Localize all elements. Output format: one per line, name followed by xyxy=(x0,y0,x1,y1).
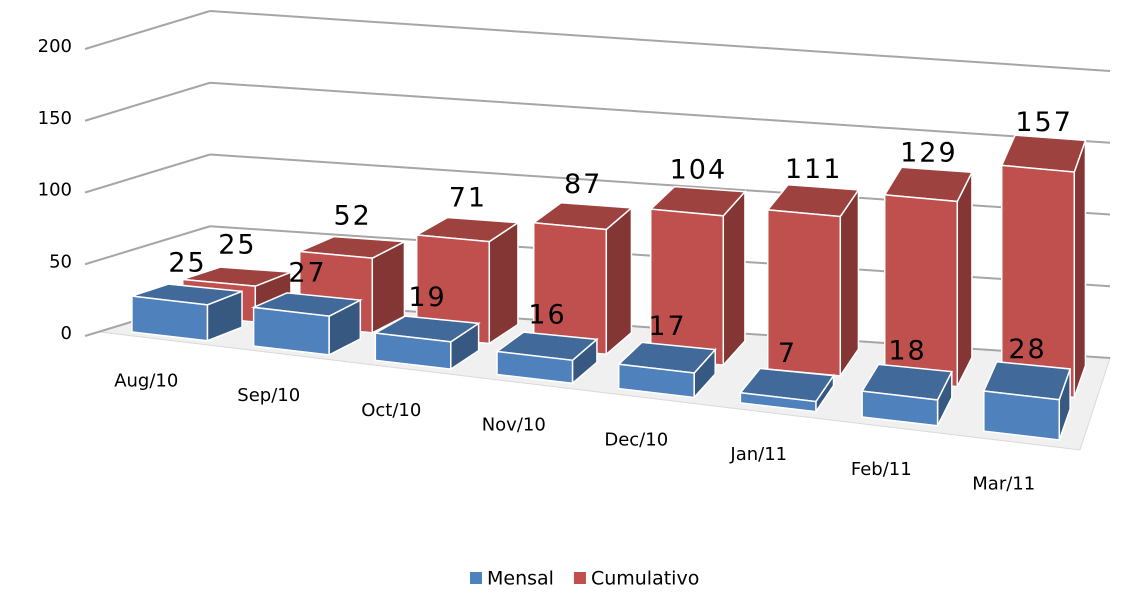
x-tick-label: Sep/10 xyxy=(237,385,300,406)
value-label: 16 xyxy=(528,299,566,330)
bar-front xyxy=(617,363,695,399)
value-label: 25 xyxy=(168,248,206,279)
grid-line xyxy=(209,10,1111,72)
legend-label: Cumulativo xyxy=(591,568,699,590)
value-label: 19 xyxy=(408,282,446,313)
y-tick-label: 50 xyxy=(49,251,72,272)
bar xyxy=(649,185,747,368)
bar-front xyxy=(983,390,1061,441)
bar-front xyxy=(861,390,939,427)
value-label: 157 xyxy=(1015,107,1073,138)
value-label: 25 xyxy=(218,230,256,261)
grid-line xyxy=(84,10,211,50)
legend-label: Mensal xyxy=(487,568,554,590)
bar-front xyxy=(252,306,330,356)
bar xyxy=(860,363,953,427)
bar xyxy=(883,166,974,388)
bar-front xyxy=(739,391,817,413)
bar xyxy=(372,315,481,371)
bar-front xyxy=(131,295,209,342)
y-tick-label: 200 xyxy=(38,36,72,57)
value-label: 28 xyxy=(1008,334,1046,365)
x-tick-label: Jan/11 xyxy=(729,444,787,465)
y-tick-label: 0 xyxy=(61,323,72,344)
bar xyxy=(617,341,717,400)
x-tick-label: Oct/10 xyxy=(361,400,421,421)
x-tick-label: Dec/10 xyxy=(604,429,668,450)
value-label: 52 xyxy=(333,200,371,231)
bar xyxy=(738,367,835,415)
bar-side xyxy=(605,206,633,356)
x-tick-label: Aug/10 xyxy=(114,370,178,391)
grid-line xyxy=(84,81,211,122)
value-label: 129 xyxy=(900,137,958,168)
bar xyxy=(414,216,521,345)
bar-side xyxy=(722,189,746,368)
x-tick-label: Feb/11 xyxy=(851,459,912,480)
bar xyxy=(131,283,243,342)
y-tick-label: 100 xyxy=(38,180,72,201)
value-label: 71 xyxy=(449,183,487,214)
value-label: 7 xyxy=(778,338,797,369)
y-tick-label: 150 xyxy=(38,108,72,129)
bar xyxy=(982,360,1072,441)
bar-side xyxy=(956,171,973,387)
bar xyxy=(531,202,634,356)
bar xyxy=(766,184,860,379)
bar xyxy=(1000,134,1087,399)
legend-swatch xyxy=(470,572,482,584)
x-tick-label: Nov/10 xyxy=(482,415,546,436)
grid-line xyxy=(84,225,211,266)
grid-line xyxy=(84,153,211,194)
bar-side xyxy=(1073,140,1087,398)
grid-line xyxy=(209,81,1111,144)
bar-side xyxy=(488,221,519,345)
bar-side xyxy=(839,187,860,379)
x-tick-label: Mar/11 xyxy=(972,474,1035,495)
value-label: 27 xyxy=(288,258,326,289)
bar-front xyxy=(374,332,452,370)
bar xyxy=(250,292,363,357)
value-label: 104 xyxy=(670,154,728,185)
value-label: 17 xyxy=(648,311,686,342)
bar xyxy=(495,331,599,385)
bar-front xyxy=(496,350,574,385)
legend-swatch xyxy=(573,572,586,584)
value-label: 111 xyxy=(785,154,843,185)
value-label: 18 xyxy=(888,335,926,366)
value-label: 87 xyxy=(564,169,602,200)
